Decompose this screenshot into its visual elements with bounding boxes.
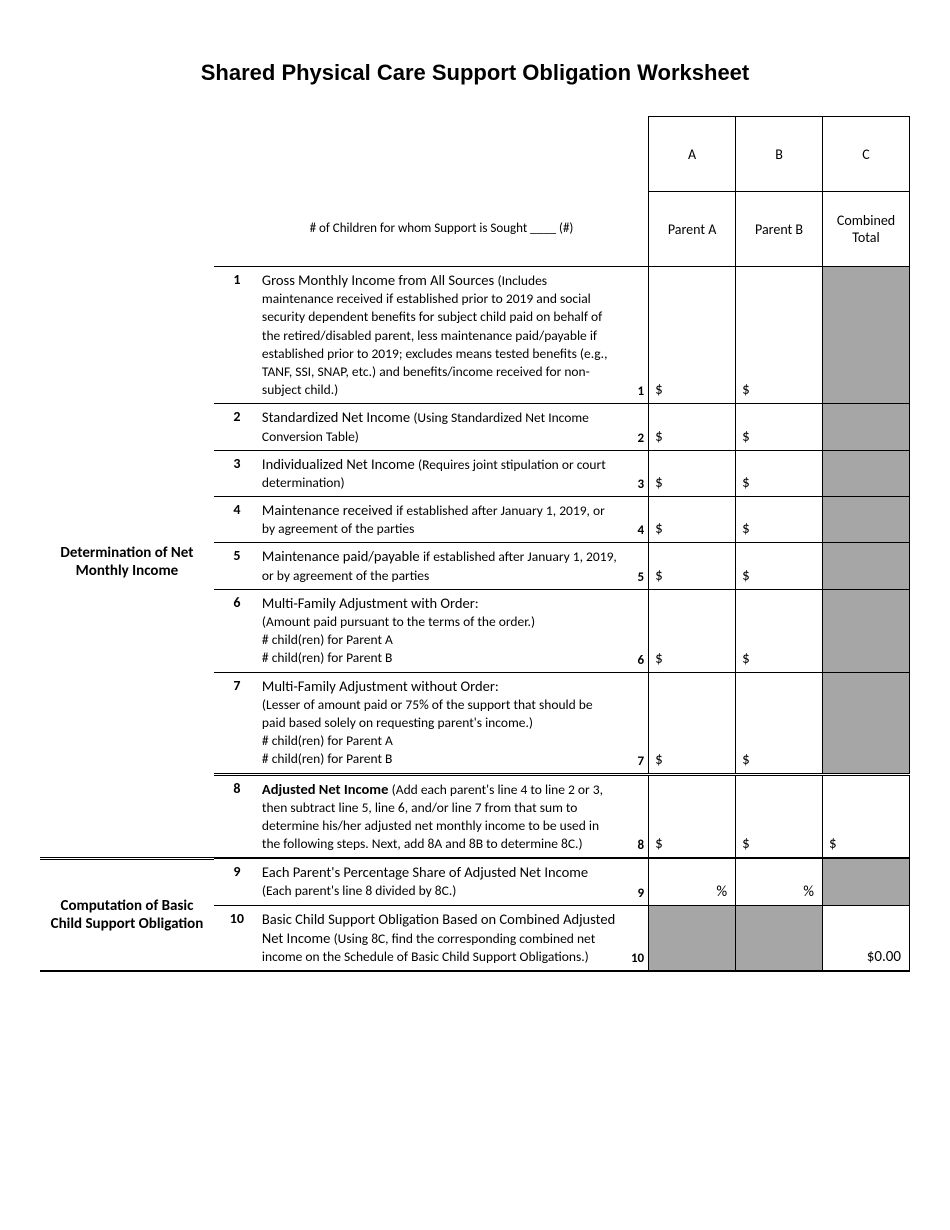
row-9-num: 9 xyxy=(214,858,260,905)
row-1-lead: Gross Monthly Income from All Sources xyxy=(262,271,498,289)
section-basic-obligation: Computation of Basic Child Support Oblig… xyxy=(40,858,214,971)
row-9-rnum: 9 xyxy=(623,858,649,905)
section-net-income: Determination of Net Monthly Income xyxy=(40,267,214,859)
row-2-rnum: 2 xyxy=(623,404,649,450)
row-7-rnum: 7 xyxy=(623,672,649,774)
row-5-lead: Maintenance paid/payable xyxy=(262,547,423,565)
row-6-num: 6 xyxy=(214,589,260,672)
row-3-a[interactable]: $ xyxy=(649,450,736,496)
row-5-desc: Maintenance paid/payable if established … xyxy=(260,543,623,589)
row-3-b[interactable]: $ xyxy=(736,450,823,496)
row-6-c xyxy=(823,589,910,672)
row-7-a[interactable]: $ xyxy=(649,672,736,774)
row-4-desc: Maintenance received if established afte… xyxy=(260,497,623,543)
row-4-num: 4 xyxy=(214,497,260,543)
row-5-rnum: 5 xyxy=(623,543,649,589)
row-3-lead: Individualized Net Income xyxy=(262,455,418,473)
row-8-rnum: 8 xyxy=(623,774,649,858)
row-1-rnum: 1 xyxy=(623,267,649,404)
row-5-c xyxy=(823,543,910,589)
row-8-lead: Adjusted Net Income xyxy=(262,780,392,798)
row-7-desc: Multi-Family Adjustment without Order: (… xyxy=(260,672,623,774)
row-6-rnum: 6 xyxy=(623,589,649,672)
row-6-paren: (Amount paid pursuant to the terms of th… xyxy=(262,613,535,630)
col-header-a: A xyxy=(649,117,736,192)
row-2-a[interactable]: $ xyxy=(649,404,736,450)
row-4-rnum: 4 xyxy=(623,497,649,543)
row-2-c xyxy=(823,404,910,450)
row-4-c xyxy=(823,497,910,543)
row-7-lead: Multi-Family Adjustment without Order: xyxy=(262,677,499,695)
row-9-paren: (Each parent's line 8 divided by 8C.) xyxy=(262,882,456,899)
row-8-desc: Adjusted Net Income (Add each parent's l… xyxy=(260,774,623,858)
row-3-desc: Individualized Net Income (Requires join… xyxy=(260,450,623,496)
row-6-b[interactable]: $ xyxy=(736,589,823,672)
row-1-desc: Gross Monthly Income from All Sources (I… xyxy=(260,267,623,404)
row-9-b[interactable]: % xyxy=(736,858,823,905)
row-4-b[interactable]: $ xyxy=(736,497,823,543)
row-1-c xyxy=(823,267,910,404)
row-6-lead: Multi-Family Adjustment with Order: xyxy=(262,594,479,612)
header-row-abc: A B C xyxy=(40,117,910,192)
row-10-c[interactable]: $0.00 xyxy=(823,905,910,971)
col-sub-c: Combined Total xyxy=(823,192,910,267)
row-7-c xyxy=(823,672,910,774)
row-3-num: 3 xyxy=(214,450,260,496)
row-10-num: 10 xyxy=(214,905,260,971)
row-10-desc: Basic Child Support Obligation Based on … xyxy=(260,905,623,971)
row-7-extra1: # child(ren) for Parent A xyxy=(262,732,393,749)
row-5-b[interactable]: $ xyxy=(736,543,823,589)
row-2-num: 2 xyxy=(214,404,260,450)
col-sub-a: Parent A xyxy=(649,192,736,267)
row-8-num: 8 xyxy=(214,774,260,858)
row-10-rnum: 10 xyxy=(623,905,649,971)
row-9: Computation of Basic Child Support Oblig… xyxy=(40,858,910,905)
col-header-b: B xyxy=(736,117,823,192)
row-9-a[interactable]: % xyxy=(649,858,736,905)
row-6-a[interactable]: $ xyxy=(649,589,736,672)
row-3-rnum: 3 xyxy=(623,450,649,496)
row-2-desc: Standardized Net Income (Using Standardi… xyxy=(260,404,623,450)
row-1-paren: (Includes maintenance received if establ… xyxy=(262,272,608,398)
row-1: Determination of Net Monthly Income 1 Gr… xyxy=(40,267,910,404)
row-7-paren: (Lesser of amount paid or 75% of the sup… xyxy=(262,696,593,731)
row-9-c xyxy=(823,858,910,905)
row-6-extra2: # child(ren) for Parent B xyxy=(262,649,392,666)
worksheet-table: A B C # of Children for whom Support is … xyxy=(40,116,910,972)
row-5-num: 5 xyxy=(214,543,260,589)
row-8-a[interactable]: $ xyxy=(649,774,736,858)
row-10-a xyxy=(649,905,736,971)
row-2-lead: Standardized Net Income xyxy=(262,408,413,426)
children-count-label: # of Children for whom Support is Sought… xyxy=(260,192,623,267)
row-8-b[interactable]: $ xyxy=(736,774,823,858)
row-7-num: 7 xyxy=(214,672,260,774)
row-7-extra2: # child(ren) for Parent B xyxy=(262,750,392,767)
row-1-num: 1 xyxy=(214,267,260,404)
header-row-sub: # of Children for whom Support is Sought… xyxy=(40,192,910,267)
row-4-a[interactable]: $ xyxy=(649,497,736,543)
row-9-desc: Each Parent's Percentage Share of Adjust… xyxy=(260,858,623,905)
row-3-c xyxy=(823,450,910,496)
row-5-a[interactable]: $ xyxy=(649,543,736,589)
row-6-desc: Multi-Family Adjustment with Order: (Amo… xyxy=(260,589,623,672)
row-10-b xyxy=(736,905,823,971)
row-9-lead: Each Parent's Percentage Share of Adjust… xyxy=(262,863,588,881)
col-header-c: C xyxy=(823,117,910,192)
row-4-lead: Maintenance received xyxy=(262,501,396,519)
row-8-c[interactable]: $ xyxy=(823,774,910,858)
col-sub-b: Parent B xyxy=(736,192,823,267)
row-7-b[interactable]: $ xyxy=(736,672,823,774)
row-2-b[interactable]: $ xyxy=(736,404,823,450)
row-6-extra1: # child(ren) for Parent A xyxy=(262,631,393,648)
row-1-b[interactable]: $ xyxy=(736,267,823,404)
page-title: Shared Physical Care Support Obligation … xyxy=(40,60,910,86)
row-1-a[interactable]: $ xyxy=(649,267,736,404)
